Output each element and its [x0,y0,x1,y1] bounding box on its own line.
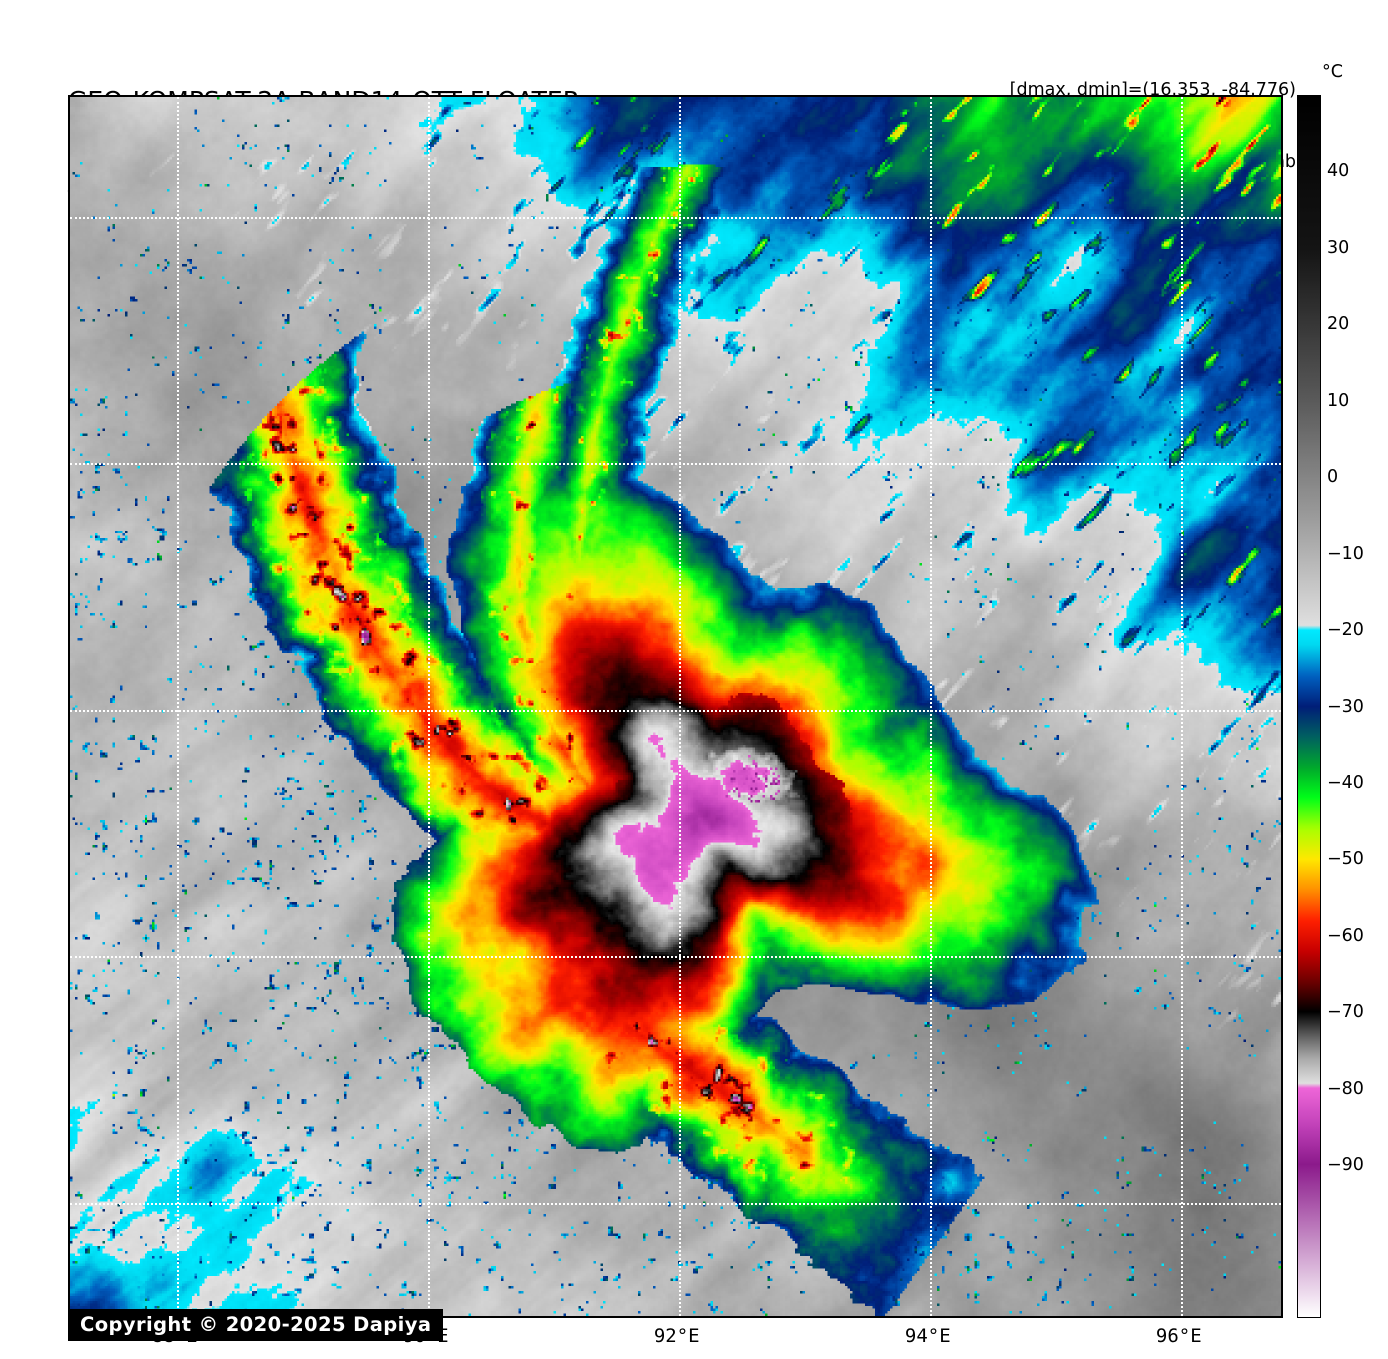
colorbar-tick--60: −60 [1327,925,1364,946]
colorbar-tick-40: 40 [1327,161,1350,182]
colorbar-tick-30: 30 [1327,237,1350,258]
colorbar-tick-0: 0 [1327,467,1339,488]
colorbar-gradient [1298,96,1320,1317]
temperature-colorbar[interactable] [1297,95,1321,1318]
colorbar-tick-20: 20 [1327,314,1350,335]
colorbar-tick--30: −30 [1327,696,1364,717]
colorbar-tick--10: −10 [1327,543,1364,564]
colorbar-tick--20: −20 [1327,620,1364,641]
satellite-ir-heatmap [70,97,1281,1316]
xtick-label-92°E: 92°E [653,1325,700,1347]
colorbar-tick-10: 10 [1327,390,1350,411]
colorbar-tick--90: −90 [1327,1155,1364,1176]
colorbar-unit-label: °C [1322,62,1343,82]
satellite-image-plot[interactable] [68,95,1283,1318]
colorbar-tick--80: −80 [1327,1078,1364,1099]
xtick-label-96°E: 96°E [1155,1325,1202,1347]
colorbar-tick--50: −50 [1327,849,1364,870]
copyright-watermark: Copyright © 2020-2025 Dapiya [68,1309,444,1341]
colorbar-tick--40: −40 [1327,772,1364,793]
colorbar-tick--70: −70 [1327,1002,1364,1023]
xtick-label-94°E: 94°E [904,1325,951,1347]
